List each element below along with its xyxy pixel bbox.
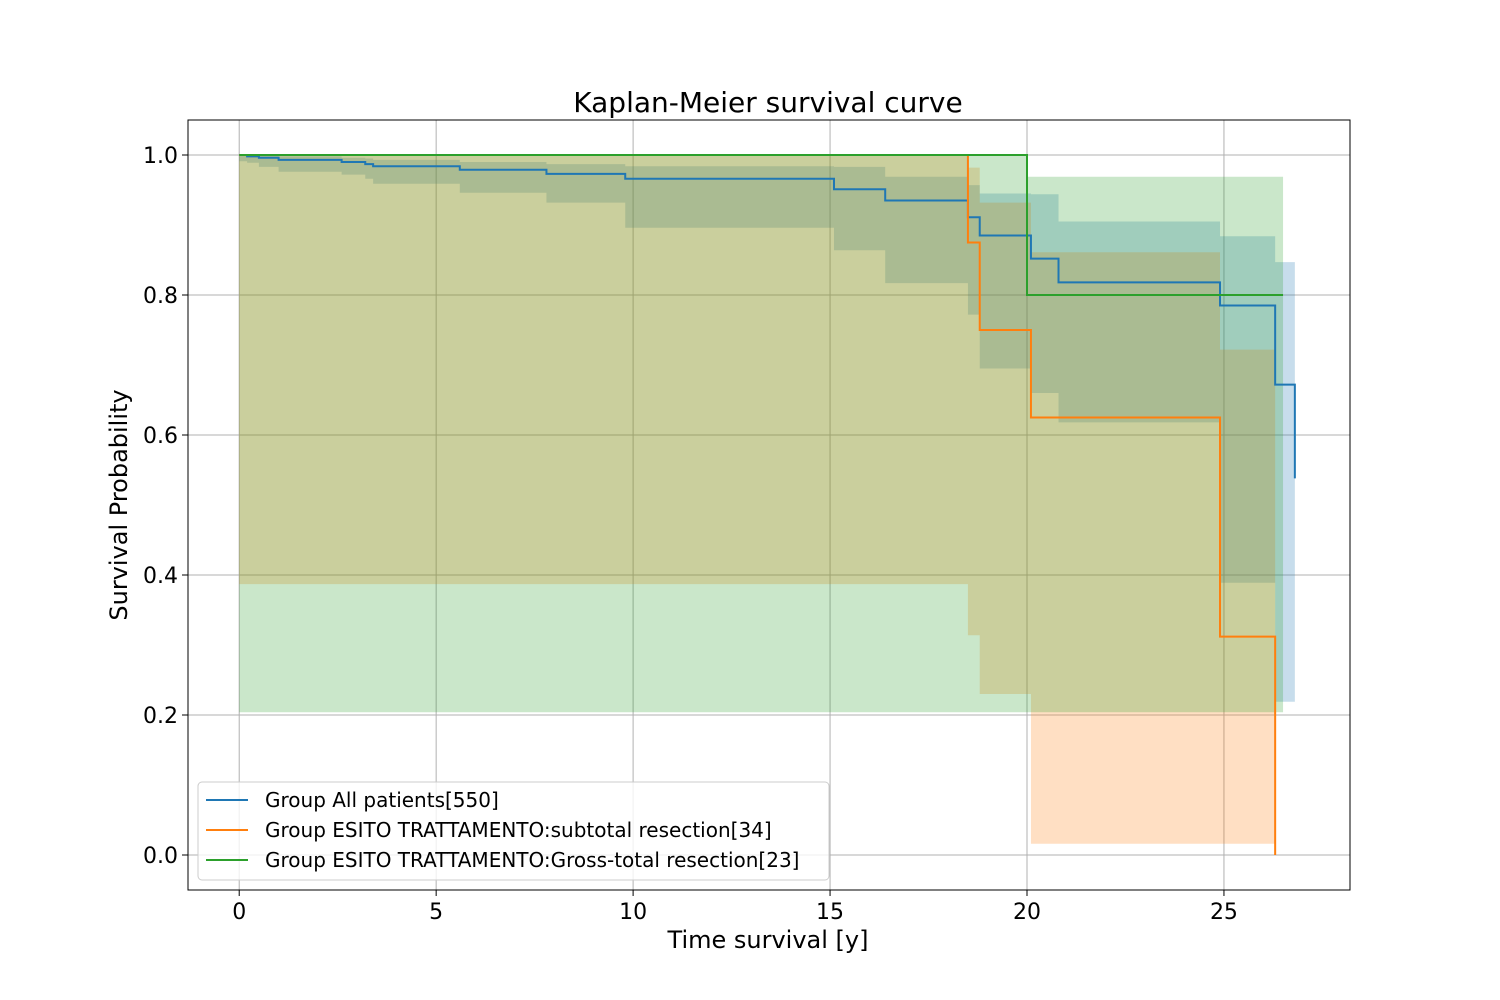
y-tick-label: 0.6 [143,424,178,449]
legend: Group All patients[550] Group ESITO TRATT… [197,781,830,881]
confidence-band-1 [239,155,1276,844]
x-axis-label: Time survival [y] [667,926,869,954]
series-lines [239,154,1296,855]
legend-label: Group All patients[550] [265,788,499,812]
x-tick-label: 20 [1013,900,1041,925]
survival-curve-0 [239,154,1296,479]
x-tick-label: 25 [1210,900,1238,925]
confidence-band-2 [239,155,1284,713]
legend-label: Group ESITO TRATTAMENTO:Gross-total rese… [265,848,799,872]
y-tick-label: 0.0 [143,844,178,869]
survival-curve-2 [239,154,1284,296]
ticks: 0 5 10 15 20 25 0.0 0.2 0.4 0.6 0.8 1.0 [143,144,1238,925]
legend-box [197,781,830,881]
x-tick-label: 15 [816,900,844,925]
y-tick-label: 0.2 [143,704,178,729]
plot-frame [187,119,1351,891]
x-tick-label: 0 [232,900,246,925]
x-tick-label: 10 [619,900,647,925]
confidence-band-0 [239,155,1295,702]
confidence-bands [239,155,1295,844]
y-axis-label: Survival Probability [105,389,133,620]
legend-label: Group ESITO TRATTAMENTO:subtotal resecti… [265,818,772,842]
y-tick-label: 0.4 [143,564,178,589]
y-tick-label: 1.0 [143,144,178,169]
x-tick-label: 5 [429,900,443,925]
chart-title: Kaplan-Meier survival curve [573,86,962,119]
survival-curve-1 [239,154,1277,855]
y-tick-label: 0.8 [143,284,178,309]
